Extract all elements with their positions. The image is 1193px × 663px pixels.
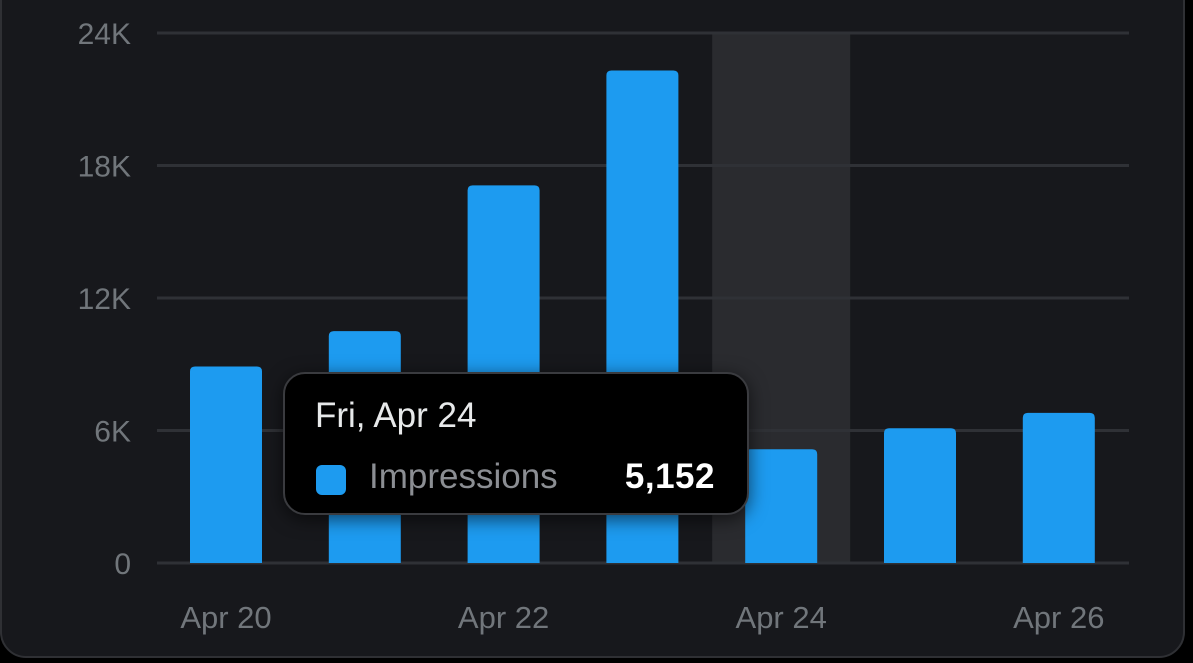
bar <box>190 366 262 563</box>
bar <box>884 428 956 563</box>
y-tick-label: 6K <box>94 416 131 449</box>
x-tick-label: Apr 26 <box>1013 600 1104 635</box>
y-tick-label: 12K <box>78 283 131 316</box>
bar <box>745 449 818 563</box>
tooltip-date: Fri, Apr 24 <box>315 396 477 435</box>
tooltip-value: 5,152 <box>624 457 715 496</box>
chart-tooltip: Fri, Apr 24 Impressions 5,152 <box>283 372 749 515</box>
tooltip-series-swatch <box>316 465 346 495</box>
y-tick-label: 18K <box>78 151 131 184</box>
tooltip-series-label: Impressions <box>369 457 558 496</box>
x-tick-label: Apr 24 <box>736 600 827 635</box>
bar <box>1022 412 1095 563</box>
x-tick-label: Apr 22 <box>458 600 549 635</box>
x-tick-label: Apr 20 <box>180 600 271 635</box>
y-tick-label: 0 <box>114 548 131 581</box>
y-tick-label: 24K <box>78 18 131 51</box>
